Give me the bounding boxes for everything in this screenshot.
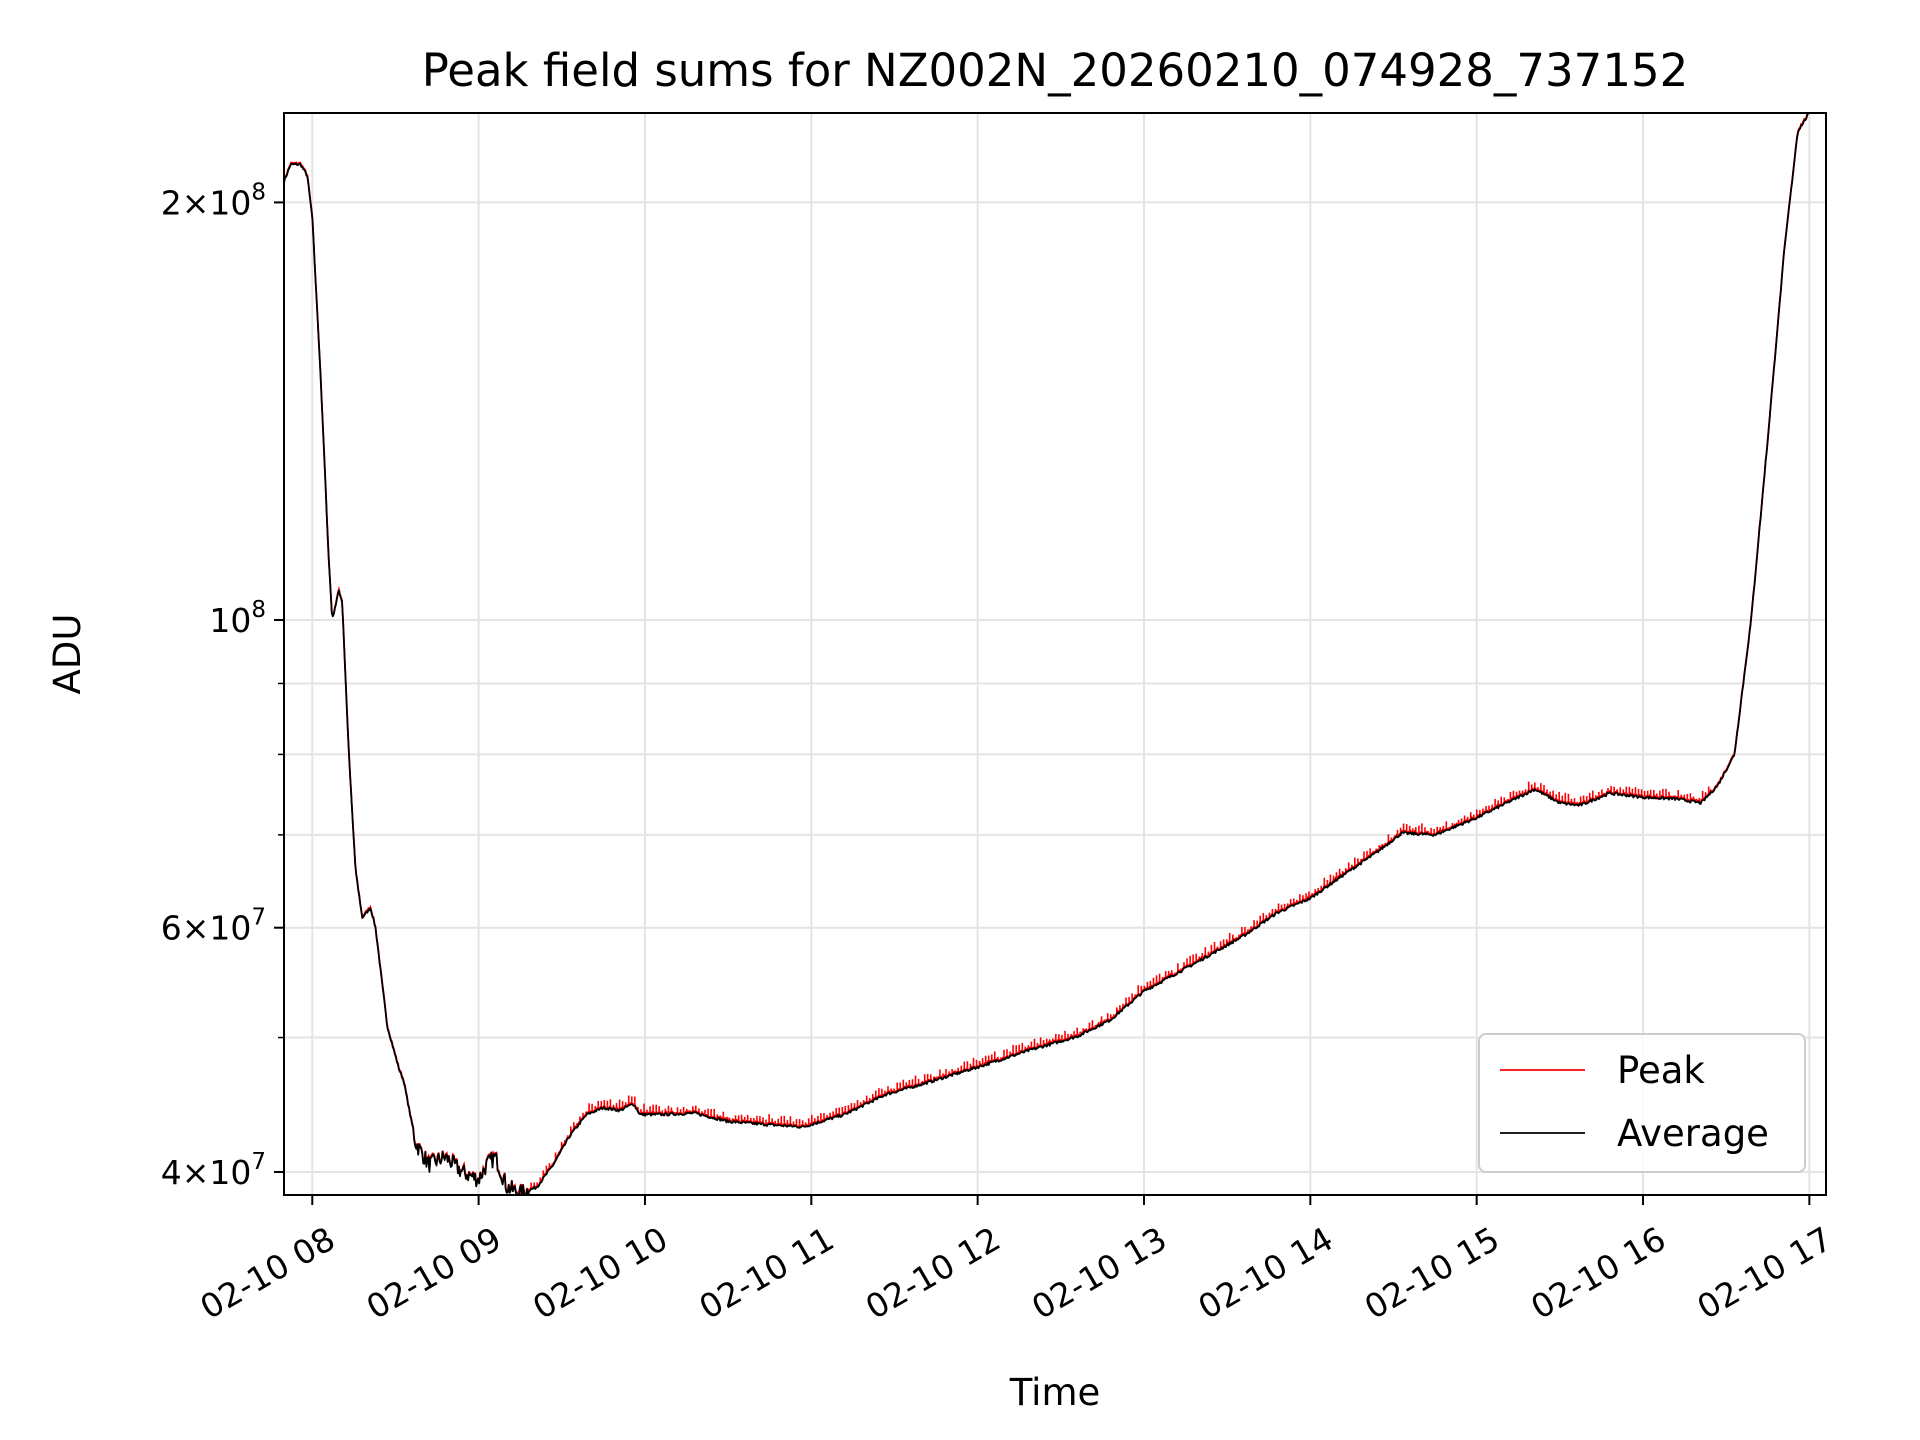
y-tick-label: 6×107 [161, 905, 266, 948]
x-axis-label: Time [1009, 1371, 1101, 1414]
y-tick-label: 108 [209, 597, 266, 640]
chart-title: Peak field sums for NZ002N_20260210_0749… [422, 44, 1688, 97]
legend-average-label: Average [1617, 1112, 1769, 1155]
legend-box [1478, 1033, 1806, 1173]
plot-frame [283, 112, 1827, 1196]
average-series-line [284, 113, 1810, 1195]
y-axis-label: ADU [46, 614, 89, 695]
y-tick-label: 4×107 [161, 1149, 266, 1192]
legend-peak-label: Peak [1617, 1049, 1705, 1092]
y-tick-label: 2×108 [161, 179, 266, 222]
y-axis-ticks: 4×107 6×107 108 2×108 [161, 179, 284, 1192]
legend: Peak Average [1478, 1033, 1806, 1173]
grid-lines [284, 113, 1826, 1195]
